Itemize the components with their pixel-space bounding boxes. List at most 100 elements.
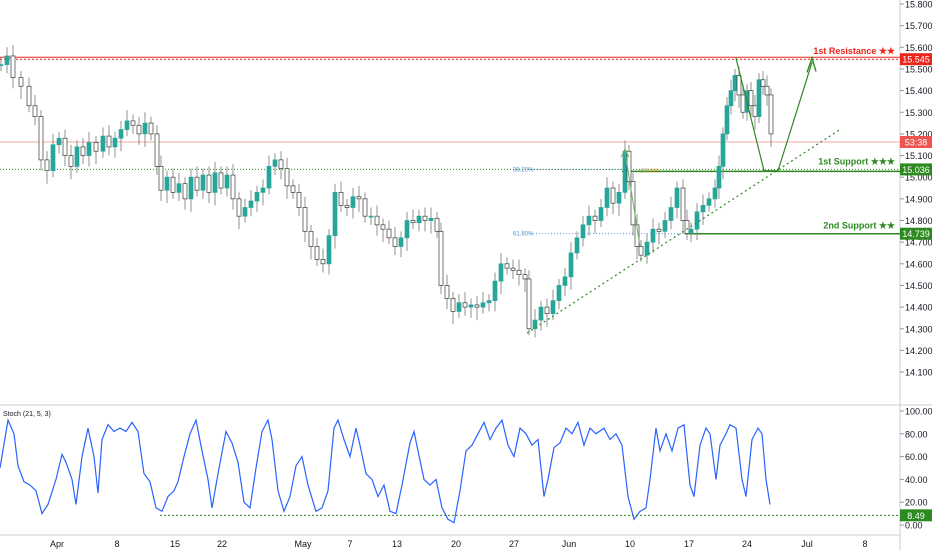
candle-body — [398, 237, 404, 247]
candle-body — [130, 120, 136, 126]
time-tick-label: 8 — [862, 539, 867, 549]
candle-body — [562, 276, 568, 286]
fib-label-38: 38.20% — [513, 167, 534, 173]
time-tick-label: 27 — [509, 539, 519, 549]
candle-body — [668, 207, 674, 221]
candle-body — [326, 235, 332, 265]
candle-body — [550, 300, 556, 314]
price-tick-label: 15.100 — [905, 151, 932, 161]
candle-body — [4, 55, 10, 65]
candle-body — [752, 105, 758, 117]
candle-body — [230, 174, 236, 200]
candle-body — [344, 204, 350, 208]
candle-body — [224, 174, 230, 189]
price-tick-label: 14.700 — [905, 238, 932, 248]
time-tick-label: Jul — [801, 539, 813, 549]
candle-body — [296, 192, 302, 208]
stoch-tick-label: 80.00 — [905, 429, 928, 439]
candle-body — [574, 237, 580, 254]
candle-body — [538, 306, 544, 321]
candle-body — [392, 237, 398, 247]
swing-arrow — [624, 151, 641, 247]
candle-body — [656, 228, 662, 232]
level-price-label: 15.545 — [902, 55, 930, 65]
candle-body — [278, 159, 284, 169]
level-label: 1st Support ★★★ — [818, 156, 896, 166]
candle-body — [764, 85, 770, 96]
stoch-value-label: 8.49 — [907, 511, 925, 521]
indicator-label: Stoch (21, 5, 3) — [3, 411, 51, 418]
fib-label-100: 100.00% — [640, 168, 660, 174]
candle-body — [188, 176, 194, 200]
candle-body — [254, 192, 260, 202]
level-price-label: 15.036 — [902, 165, 930, 175]
candle-body — [74, 146, 80, 167]
price-tick-label: 15.600 — [905, 43, 932, 53]
candle-body — [510, 267, 516, 271]
candle-body — [736, 75, 742, 96]
candle-body — [434, 217, 440, 232]
candle-body — [314, 246, 320, 260]
candle-body — [50, 144, 56, 172]
candle-body — [532, 319, 538, 330]
candle-body — [498, 263, 504, 282]
candle-body — [308, 230, 314, 247]
price-tick-label: 15.200 — [905, 129, 932, 139]
price-tick-label: 14.400 — [905, 303, 932, 313]
candle-body — [650, 228, 656, 243]
candle-body — [760, 79, 766, 87]
time-tick-label: 10 — [625, 539, 635, 549]
candle-body — [416, 215, 422, 224]
candle-body — [320, 259, 326, 265]
time-tick-label: Apr — [50, 539, 64, 549]
candle-body — [290, 185, 296, 193]
candle-body — [332, 192, 338, 237]
price-tick-label: 15.000 — [905, 173, 932, 183]
price-tick-label: 15.800 — [905, 0, 932, 10]
price-tick-label: 14.500 — [905, 281, 932, 291]
time-tick-label: Jun — [562, 539, 577, 549]
candle-body — [182, 183, 188, 200]
level-label: 2nd Support ★★ — [823, 221, 896, 231]
forecast-path — [735, 57, 813, 172]
stoch-tick-label: 20.00 — [905, 498, 928, 508]
candle-body — [410, 220, 416, 224]
candle-body — [362, 198, 368, 217]
candle-body — [218, 172, 224, 189]
candle-body — [684, 220, 690, 234]
time-tick-label: 22 — [217, 539, 227, 549]
price-tick-label: 14.600 — [905, 259, 932, 269]
candle-body — [56, 137, 62, 146]
candle-body — [748, 90, 754, 107]
candle-body — [474, 304, 480, 308]
candle-body — [768, 94, 774, 135]
price-tick-label: 14.800 — [905, 216, 932, 226]
level-label: 1st Resistance ★★ — [813, 46, 896, 56]
candle-body — [356, 196, 362, 200]
candle-body — [740, 94, 746, 113]
candle-body — [380, 224, 386, 230]
stoch-tick-label: 0.00 — [905, 521, 923, 531]
fib-label-618: 61.80% — [513, 232, 534, 238]
candle-body — [164, 176, 170, 191]
candle-body — [10, 55, 16, 78]
candle-body — [260, 187, 266, 193]
candle-body — [438, 230, 444, 286]
candle-body — [112, 137, 118, 148]
candle-body — [338, 192, 344, 206]
candle-body — [604, 187, 610, 208]
candle-body — [610, 187, 616, 204]
candle-body — [106, 135, 112, 148]
price-tick-label: 15.500 — [905, 64, 932, 74]
candle-body — [404, 220, 410, 239]
candle-body — [688, 228, 694, 234]
level-price-badge — [900, 163, 932, 176]
candle-body — [720, 133, 726, 167]
time-tick-label: May — [294, 539, 312, 549]
candle-body — [100, 135, 106, 152]
current-price-badge — [900, 136, 932, 148]
price-tick-label: 15.300 — [905, 108, 932, 118]
time-tick-label: 13 — [392, 539, 402, 549]
